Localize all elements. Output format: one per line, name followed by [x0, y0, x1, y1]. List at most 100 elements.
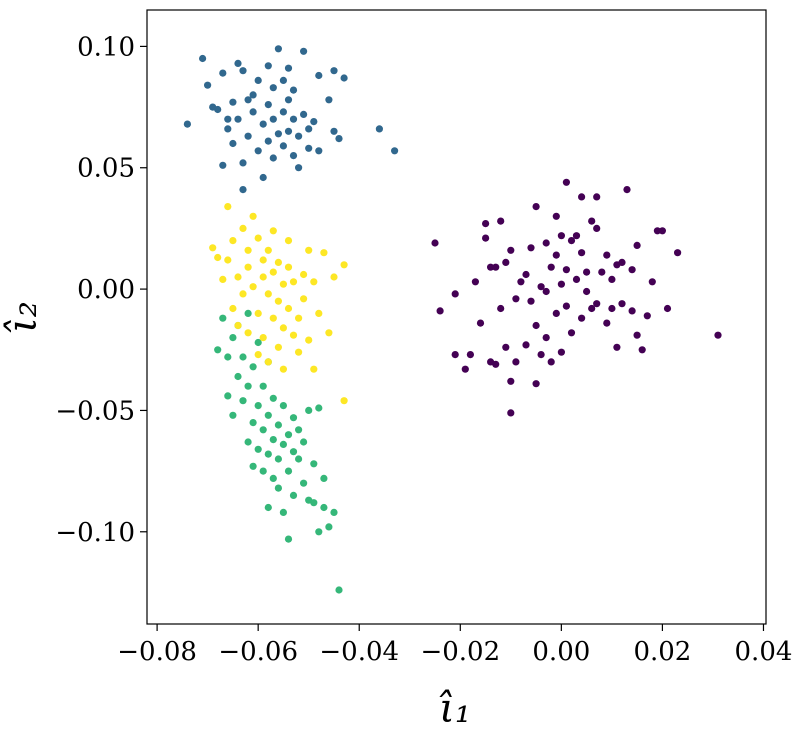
point-series-0-30	[532, 380, 540, 388]
point-series-3-27	[269, 227, 277, 235]
point-series-3-24	[264, 358, 272, 366]
point-series-2-40	[289, 491, 298, 499]
point-series-0-45	[562, 266, 571, 274]
point-series-2-8	[239, 397, 247, 405]
point-series-3-33	[279, 365, 287, 373]
point-series-0-67	[613, 343, 621, 351]
point-series-0-6	[471, 278, 479, 286]
point-series-2-9	[239, 353, 247, 361]
point-series-1-49	[315, 147, 323, 155]
point-series-3-16	[254, 234, 262, 242]
point-series-1-51	[330, 67, 338, 75]
point-series-1-37	[284, 64, 293, 72]
point-series-1-47	[310, 118, 318, 126]
point-series-3-41	[300, 270, 308, 279]
point-series-2-5	[229, 411, 237, 419]
point-series-3-21	[259, 334, 267, 342]
y-axis: −0.10 −0.05 0.00 0.05 0.10	[55, 32, 147, 548]
point-series-0-29	[532, 321, 540, 330]
point-series-2-21	[259, 382, 267, 390]
point-series-1-53	[335, 135, 343, 143]
point-series-1-48	[315, 71, 323, 80]
point-series-0-52	[578, 314, 586, 322]
point-series-2-52	[320, 503, 328, 512]
x-tick-label: −0.06	[218, 637, 298, 667]
point-series-0-14	[497, 217, 505, 225]
point-series-2-20	[259, 426, 267, 434]
point-series-1-25	[264, 137, 272, 145]
y-tick-label: −0.10	[55, 518, 135, 548]
point-series-0-26	[527, 244, 535, 252]
point-series-1-54	[340, 74, 348, 82]
point-series-1-33	[279, 142, 287, 150]
point-series-2-11	[244, 382, 252, 390]
point-series-3-48	[320, 249, 328, 257]
point-series-0-32	[537, 351, 545, 359]
point-series-0-7	[476, 319, 485, 327]
point-series-0-46	[562, 302, 571, 310]
point-series-0-23	[517, 278, 525, 286]
point-series-2-50	[315, 404, 323, 412]
point-series-0-33	[542, 239, 550, 247]
point-series-0-36	[547, 263, 555, 271]
point-series-1-15	[239, 186, 247, 194]
point-series-0-61	[598, 268, 606, 276]
point-series-0-80	[663, 304, 672, 313]
point-series-3-5	[229, 304, 237, 313]
point-series-0-12	[492, 360, 500, 368]
point-series-0-44	[562, 178, 571, 186]
point-series-2-38	[289, 414, 298, 422]
point-series-1-17	[244, 132, 252, 140]
point-series-1-10	[229, 139, 237, 148]
point-series-1-5	[219, 69, 227, 77]
point-series-1-19	[249, 91, 257, 99]
point-series-3-23	[264, 246, 272, 254]
point-series-0-31	[537, 283, 545, 291]
point-series-2-25	[264, 503, 272, 512]
point-series-0-69	[618, 300, 626, 308]
point-series-1-35	[284, 127, 293, 135]
point-series-2-55	[335, 586, 343, 594]
point-series-1-24	[264, 101, 272, 109]
x-axis: −0.08 −0.06 −0.04 −0.02 0.00 0.02 0.04	[117, 624, 792, 667]
point-series-2-2	[224, 353, 232, 361]
point-series-2-53	[325, 523, 333, 531]
point-series-2-36	[284, 431, 293, 439]
point-series-0-64	[608, 275, 616, 283]
point-series-0-63	[603, 319, 611, 327]
point-series-1-23	[259, 173, 267, 182]
point-series-2-12	[244, 309, 252, 317]
points-layer	[183, 45, 722, 594]
point-series-0-73	[633, 241, 641, 249]
point-series-2-3	[224, 392, 232, 400]
point-series-0-59	[593, 193, 601, 201]
point-series-3-40	[295, 348, 303, 356]
point-series-2-44	[300, 438, 308, 446]
point-series-1-26	[264, 62, 272, 70]
point-series-2-1	[219, 314, 227, 322]
point-series-3-31	[279, 280, 287, 288]
y-axis-label: ι̂₂	[0, 301, 46, 333]
point-series-3-39	[295, 314, 303, 322]
point-series-2-42	[295, 426, 303, 434]
point-series-1-7	[224, 115, 232, 123]
point-series-0-65	[608, 304, 616, 313]
point-series-2-32	[279, 440, 287, 448]
point-series-1-16	[244, 96, 252, 104]
point-series-1-42	[295, 164, 303, 172]
point-series-0-42	[557, 280, 566, 288]
point-series-1-1	[199, 54, 207, 63]
point-series-0-54	[583, 268, 591, 276]
point-series-2-30	[274, 421, 282, 429]
point-series-1-55	[375, 125, 383, 133]
point-series-3-8	[234, 321, 242, 330]
point-series-1-8	[224, 125, 232, 133]
y-tick-label: −0.05	[55, 396, 135, 426]
point-series-0-78	[653, 227, 662, 235]
point-series-1-34	[279, 76, 287, 84]
point-series-2-15	[249, 462, 257, 470]
point-series-0-70	[623, 186, 631, 194]
point-series-3-17	[254, 309, 262, 317]
point-series-1-52	[330, 127, 338, 135]
